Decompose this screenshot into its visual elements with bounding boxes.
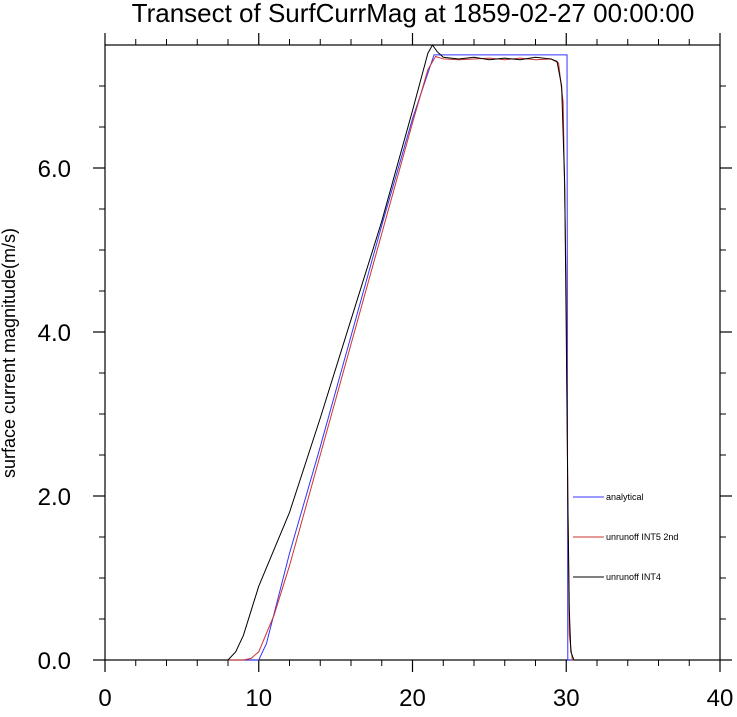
y-tick-label: 2.0 (38, 484, 71, 511)
legend-item-unrunoff-int4: unrunoff INT4 (573, 572, 661, 582)
unrunoff-int5-2nd-line (105, 55, 720, 661)
x-tick-label: 30 (553, 685, 580, 712)
legend-label: unrunoff INT5 2nd (606, 532, 678, 542)
legend-label: analytical (606, 492, 644, 502)
legend: analytical unrunoff INT5 2nd unrunoff INT4 (573, 492, 678, 582)
x-tick-label: 10 (245, 685, 272, 712)
x-tick-label: 0 (98, 685, 111, 712)
legend-label: unrunoff INT4 (606, 572, 661, 582)
y-tick-label: 0.0 (38, 648, 71, 675)
plot-border (104, 44, 721, 661)
series-lines (105, 44, 720, 661)
analytical-line (105, 54, 720, 661)
legend-item-analytical: analytical (573, 492, 644, 502)
y-axis-label: surface current magnitude(m/s) (0, 228, 19, 478)
x-tick-label: 40 (707, 685, 734, 712)
unrunoff-int4-line (105, 44, 720, 661)
axis-ticks (93, 33, 732, 672)
tick-labels: 0 10 20 30 40 0.0 2.0 4.0 6.0 (38, 156, 734, 712)
y-tick-label: 6.0 (38, 156, 71, 183)
legend-item-unrunoff-int5-2nd: unrunoff INT5 2nd (573, 532, 678, 542)
x-tick-label: 20 (399, 685, 426, 712)
plot-frame (104, 44, 721, 661)
y-tick-label: 4.0 (38, 320, 71, 347)
chart-title: Transect of SurfCurrMag at 1859-02-27 00… (132, 0, 695, 28)
